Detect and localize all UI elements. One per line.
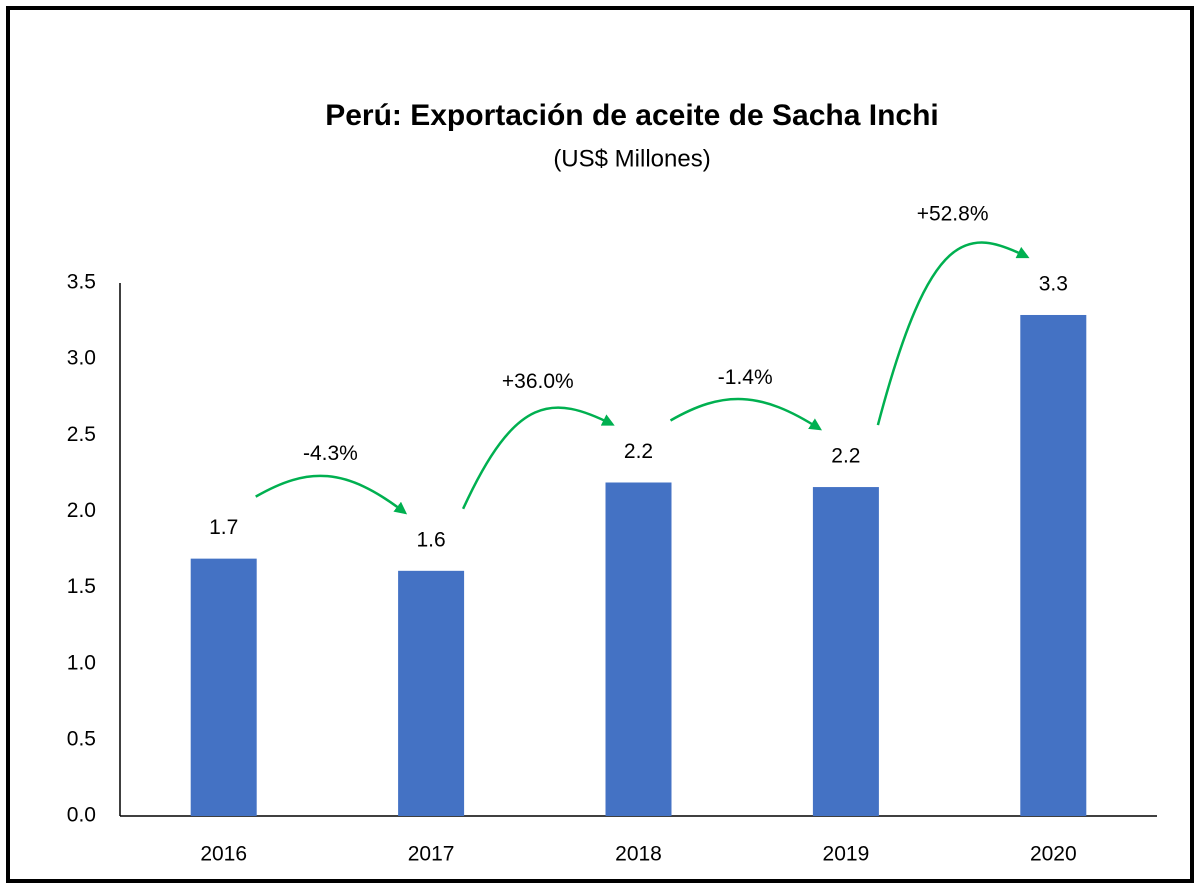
chart-subtitle: (US$ Millones)	[553, 145, 710, 172]
change-label: -4.3%	[303, 442, 358, 465]
bar	[605, 482, 672, 816]
y-tick-label: 0.5	[67, 727, 96, 750]
y-tick-label: 0.0	[67, 804, 96, 827]
data-label: 2.2	[831, 445, 860, 468]
x-tick-label: 2019	[823, 843, 870, 866]
chart-border	[6, 6, 1194, 883]
x-tick-label: 2020	[1030, 843, 1077, 866]
y-tick-label: 1.0	[67, 651, 96, 674]
bar	[812, 487, 879, 816]
y-tick-label: 2.0	[67, 499, 96, 522]
x-tick-label: 2016	[200, 843, 247, 866]
change-label: -1.4%	[718, 366, 773, 389]
y-tick-label: 1.5	[67, 575, 96, 598]
change-label: +36.0%	[502, 370, 574, 393]
change-arrow	[669, 397, 823, 431]
y-tick-label: 2.5	[67, 423, 96, 446]
bar	[190, 558, 257, 816]
y-tick-label: 3.5	[67, 271, 96, 294]
data-label: 1.6	[416, 528, 445, 551]
bar	[398, 570, 465, 816]
x-tick-label: 2017	[408, 843, 455, 866]
chart-title: Perú: Exportación de aceite de Sacha Inc…	[325, 99, 939, 132]
change-label: +52.8%	[917, 203, 989, 226]
change-arrow	[461, 406, 615, 510]
data-label: 2.2	[624, 440, 653, 463]
change-arrow	[876, 241, 1030, 426]
y-tick-label: 3.0	[67, 347, 96, 370]
bar	[1020, 314, 1087, 816]
x-tick-label: 2018	[615, 843, 662, 866]
data-label: 3.3	[1039, 273, 1068, 296]
change-arrow	[255, 474, 408, 515]
data-label: 1.7	[209, 516, 238, 539]
